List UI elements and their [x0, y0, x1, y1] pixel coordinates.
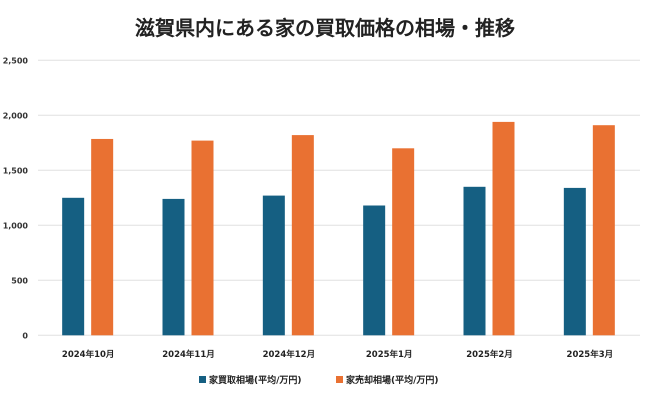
y-tick-label: 2,500 [3, 56, 29, 65]
bar-sale [592, 125, 615, 336]
bar-sale [191, 140, 214, 336]
x-tick-label: 2025年3月 [567, 349, 614, 360]
legend-label: 家売却相場(平均/万円) [346, 374, 439, 386]
chart-title: 滋賀県内にある家の買取価格の相場・推移 [135, 16, 515, 40]
bar-purchase [62, 197, 85, 336]
x-tick-label: 2025年2月 [466, 349, 513, 360]
y-tick-label: 2,000 [3, 111, 29, 120]
x-tick-label: 2025年1月 [366, 349, 413, 360]
bar-purchase [262, 195, 285, 336]
bar-purchase [563, 187, 586, 336]
bar-purchase [463, 186, 486, 336]
y-tick-label: 500 [11, 276, 28, 285]
bar-purchase [363, 205, 386, 336]
bar-purchase [162, 198, 185, 336]
y-tick-label: 1,500 [3, 166, 29, 175]
bar-sale [291, 135, 314, 336]
y-tick-label: 1,000 [3, 221, 29, 230]
x-tick-label: 2024年11月 [162, 349, 215, 360]
x-tick-label: 2024年12月 [263, 349, 316, 360]
legend-swatch [336, 376, 343, 383]
x-tick-label: 2024年10月 [62, 349, 115, 360]
y-tick-label: 0 [22, 331, 28, 340]
legend-swatch [199, 376, 206, 383]
bar-sale [492, 121, 515, 336]
bar-sale [91, 138, 114, 336]
legend-label: 家買取相場(平均/万円) [209, 374, 302, 386]
bar-sale [392, 148, 415, 336]
